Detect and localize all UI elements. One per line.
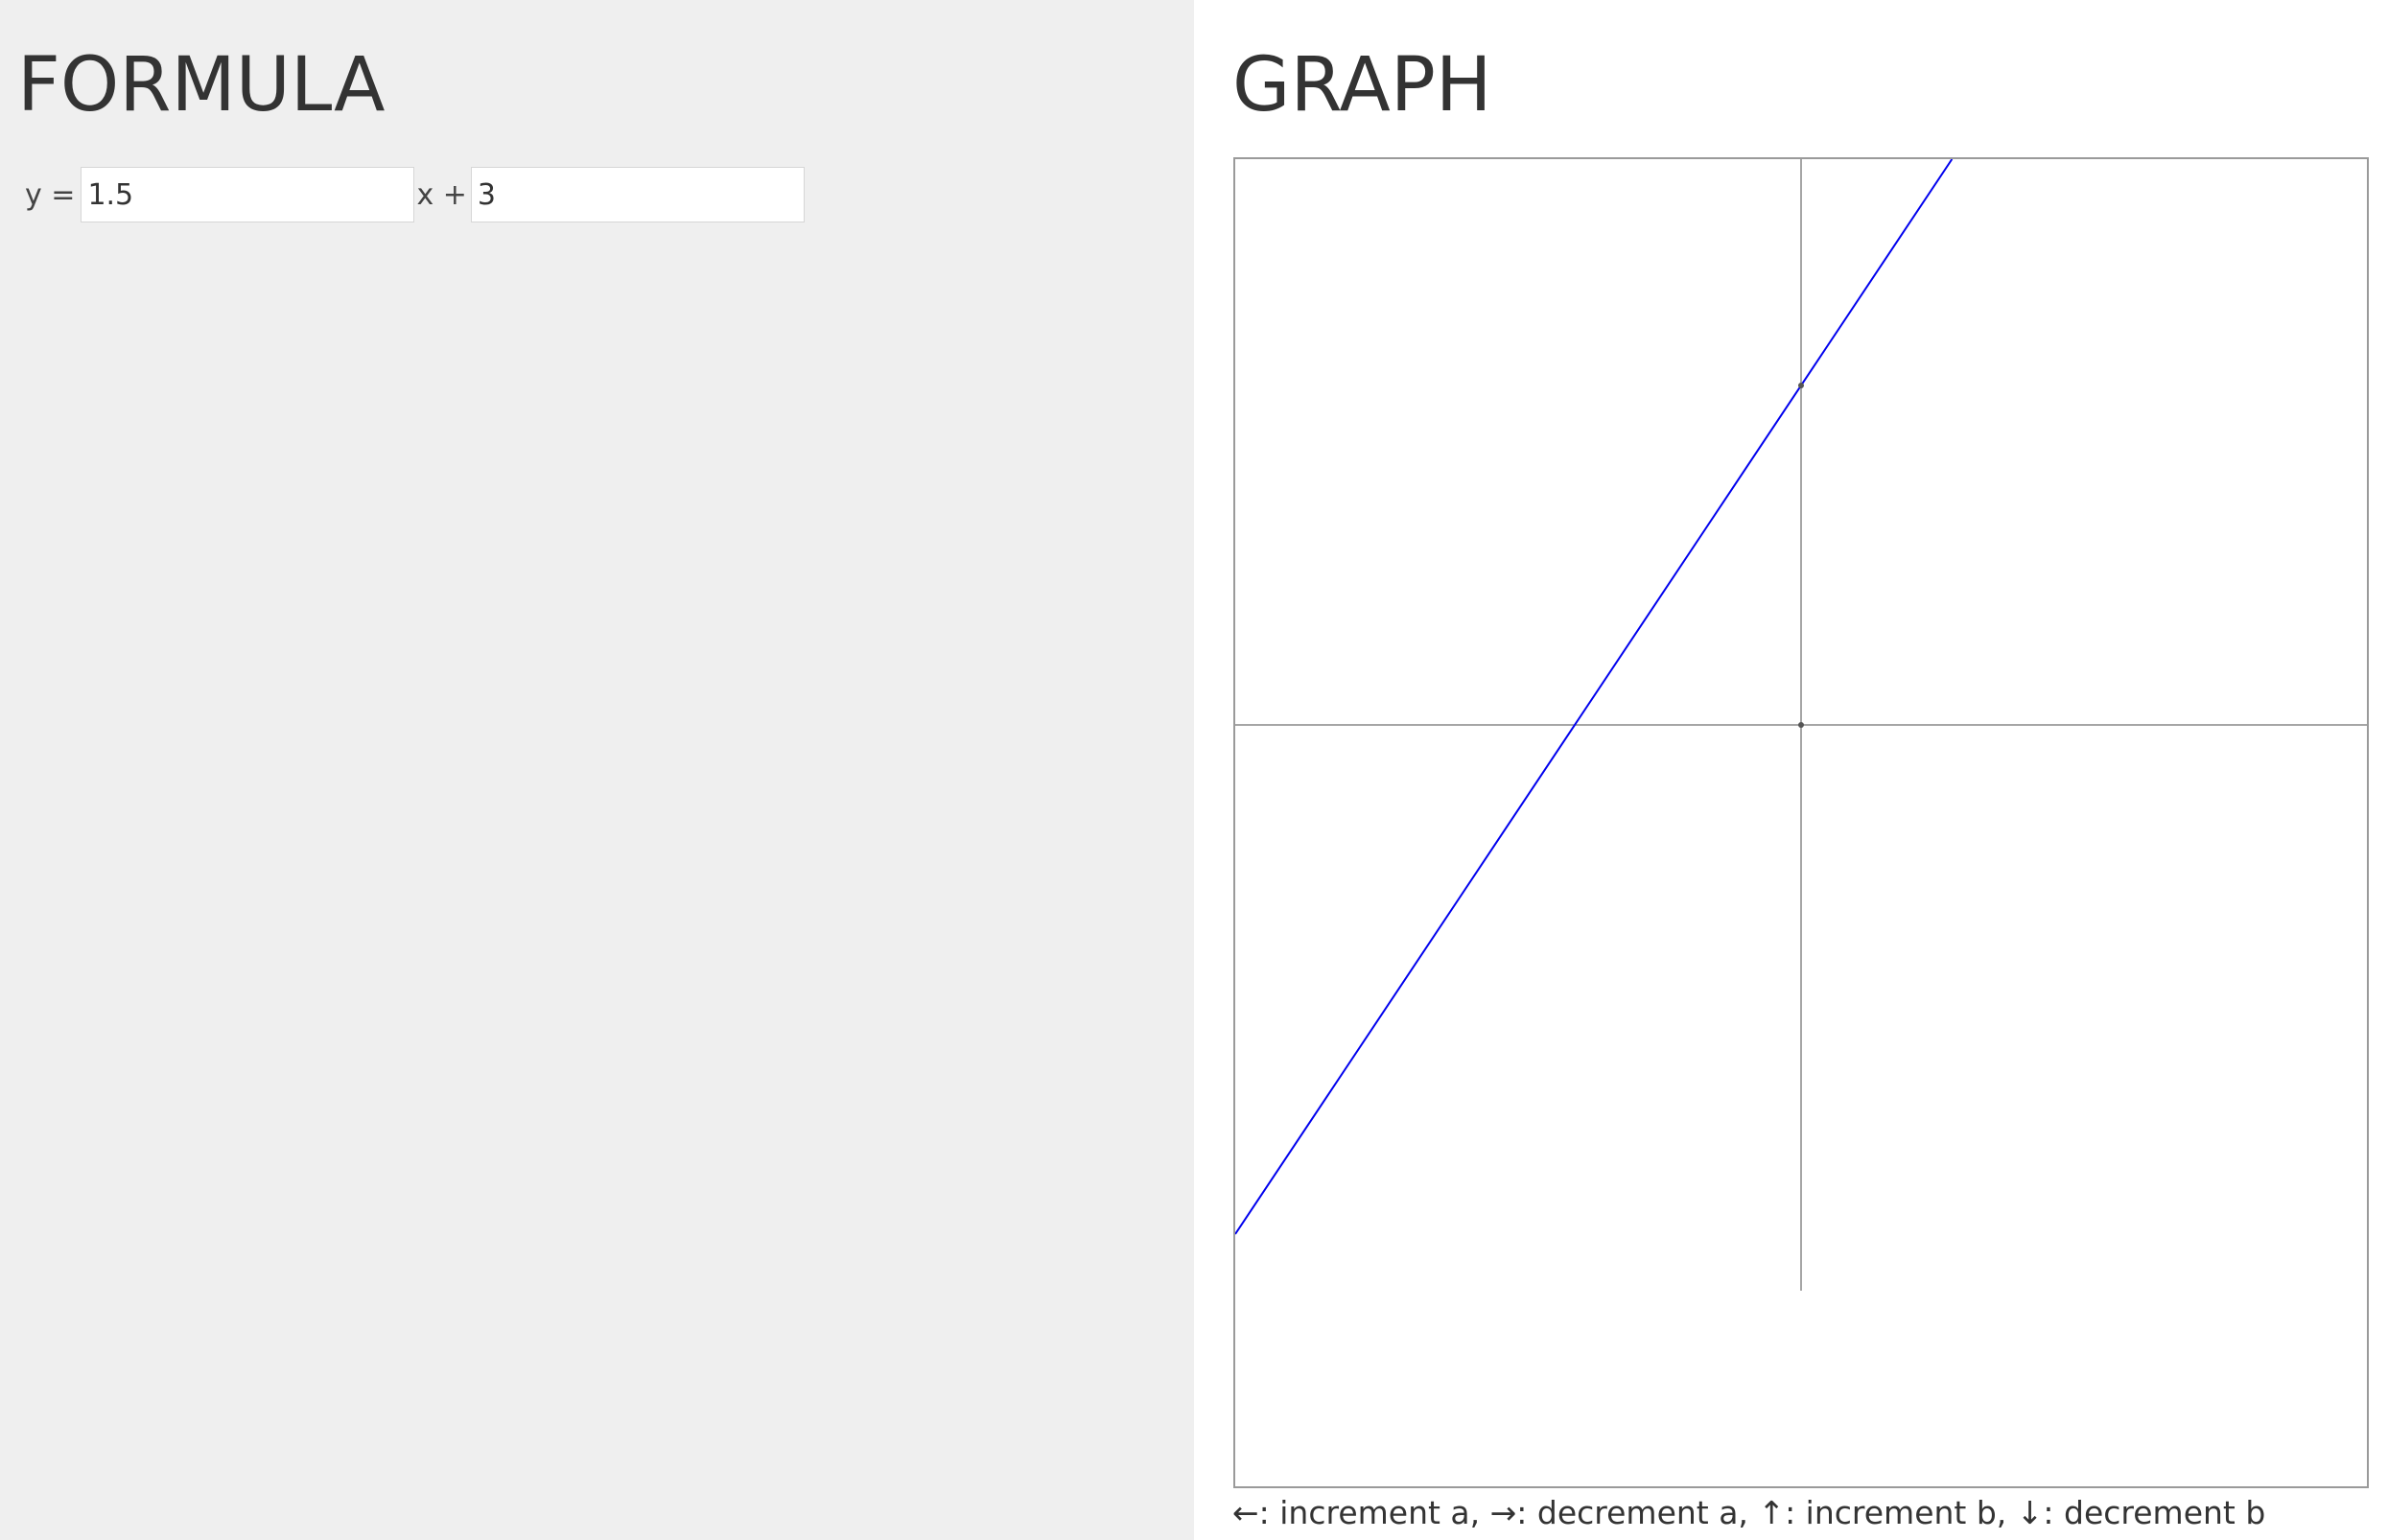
x-plus-label: x + — [416, 177, 467, 212]
y-intercept-point — [1798, 383, 1804, 388]
function-line — [1235, 159, 1954, 1235]
graph-pane: GRAPH ←: increment a, →: decrement a, ↑:… — [1194, 0, 2388, 1540]
graph-plot — [1235, 159, 2367, 1291]
keyboard-instructions: ←: increment a, →: decrement a, ↑: incre… — [1232, 1494, 2266, 1531]
slope-input[interactable] — [81, 167, 415, 222]
formula-pane: FORMULA y = x + — [0, 0, 1194, 1540]
y-equals-label: y = — [25, 177, 76, 212]
graph-canvas[interactable] — [1233, 157, 2369, 1488]
origin-point — [1798, 722, 1804, 728]
formula-heading: FORMULA — [17, 42, 386, 128]
formula-row: y = x + — [25, 167, 805, 222]
intercept-input[interactable] — [470, 167, 805, 222]
graph-heading: GRAPH — [1232, 42, 1492, 128]
